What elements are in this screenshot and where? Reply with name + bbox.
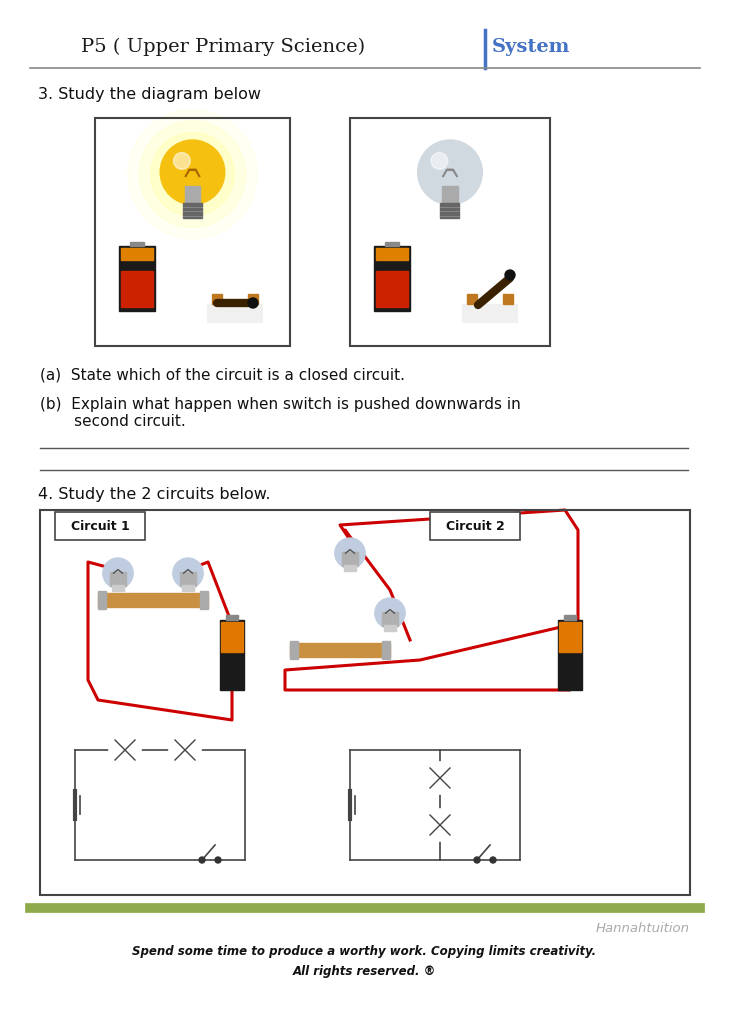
Bar <box>558 620 582 690</box>
Text: P5 ( Upper Primary Science): P5 ( Upper Primary Science) <box>81 38 365 56</box>
Bar <box>55 512 145 540</box>
Bar <box>564 615 576 620</box>
Circle shape <box>474 857 480 863</box>
Bar <box>374 246 410 310</box>
Text: (a)  State which of the circuit is a closed circuit.: (a) State which of the circuit is a clos… <box>40 368 405 383</box>
Bar <box>112 585 125 591</box>
Bar <box>440 204 459 218</box>
Circle shape <box>505 270 515 280</box>
Circle shape <box>424 809 456 841</box>
Bar <box>343 565 356 571</box>
Text: Circuit 1: Circuit 1 <box>71 519 129 532</box>
Circle shape <box>215 857 221 863</box>
Text: Circuit 2: Circuit 2 <box>445 519 504 532</box>
Text: (b)  Explain what happen when switch is pushed downwards in: (b) Explain what happen when switch is p… <box>40 396 521 412</box>
Circle shape <box>128 110 257 239</box>
Circle shape <box>490 857 496 863</box>
Text: System: System <box>492 38 570 56</box>
Circle shape <box>173 558 203 589</box>
Bar <box>248 294 258 304</box>
Circle shape <box>160 140 225 205</box>
Bar <box>130 242 144 246</box>
Circle shape <box>109 734 141 766</box>
Bar <box>220 620 244 690</box>
Circle shape <box>248 298 258 308</box>
Bar <box>226 615 238 620</box>
Bar <box>200 591 208 609</box>
Bar <box>183 204 202 218</box>
Circle shape <box>375 598 405 629</box>
Text: 4. Study the 2 circuits below.: 4. Study the 2 circuits below. <box>38 487 270 503</box>
Bar <box>382 641 390 659</box>
Bar <box>40 510 690 895</box>
Text: All rights reserved. ®: All rights reserved. ® <box>292 966 436 979</box>
Bar <box>290 641 298 659</box>
Bar <box>180 572 196 586</box>
Bar <box>110 572 126 586</box>
Bar <box>119 246 155 310</box>
Text: Spend some time to produce a worthy work. Copying limits creativity.: Spend some time to produce a worthy work… <box>132 945 596 958</box>
Bar <box>208 304 262 322</box>
Circle shape <box>335 538 365 568</box>
Circle shape <box>169 734 201 766</box>
Bar <box>121 248 153 260</box>
Text: 3. Study the diagram below: 3. Study the diagram below <box>38 87 261 102</box>
Bar <box>503 294 513 304</box>
Bar <box>350 118 550 346</box>
Circle shape <box>199 857 205 863</box>
Circle shape <box>103 558 133 589</box>
Bar <box>376 270 408 306</box>
Bar <box>98 593 208 607</box>
Circle shape <box>174 153 190 169</box>
Bar <box>462 304 518 322</box>
Text: Hannahtuition: Hannahtuition <box>596 922 690 935</box>
Bar <box>430 512 520 540</box>
Text: second circuit.: second circuit. <box>40 415 186 429</box>
Circle shape <box>431 153 448 169</box>
Bar <box>98 591 106 609</box>
Bar <box>182 585 195 591</box>
Bar <box>376 248 408 260</box>
Circle shape <box>139 121 246 227</box>
Bar <box>342 552 358 566</box>
Bar <box>382 612 398 626</box>
Bar <box>121 270 153 306</box>
Bar <box>383 625 397 631</box>
Bar <box>221 623 243 651</box>
Bar <box>184 185 200 207</box>
Circle shape <box>151 132 234 216</box>
Bar <box>290 643 390 657</box>
Bar <box>212 294 222 304</box>
Bar <box>385 242 399 246</box>
Bar <box>559 623 581 651</box>
Circle shape <box>418 140 483 205</box>
Bar <box>95 118 290 346</box>
Circle shape <box>424 762 456 794</box>
Bar <box>467 294 477 304</box>
Bar <box>442 185 458 207</box>
